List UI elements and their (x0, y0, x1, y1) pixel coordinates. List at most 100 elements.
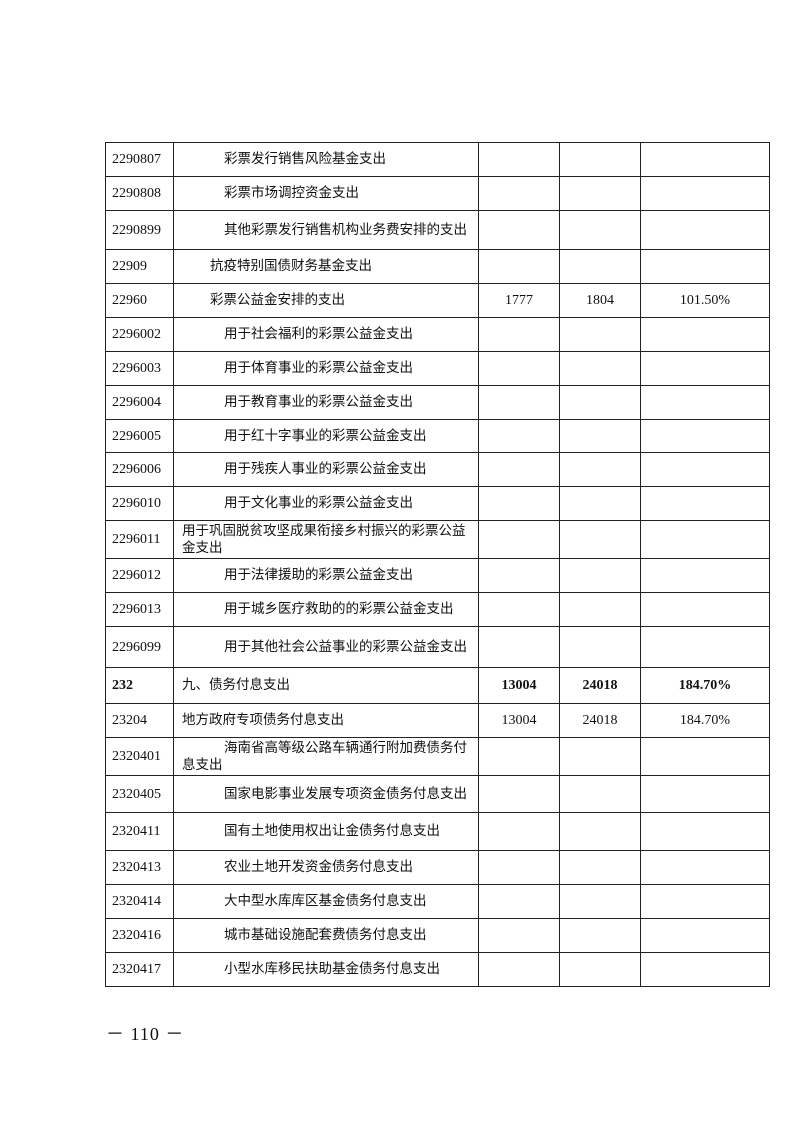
row-value-b (559, 918, 641, 953)
row-name: 海南省高等级公路车辆通行附加费债务付息支出 (173, 737, 479, 776)
row-value-a: 13004 (478, 667, 560, 704)
row-value-b: 24018 (559, 703, 641, 738)
row-code: 2296005 (105, 419, 174, 453)
row-percent (640, 952, 770, 987)
row-code: 2296011 (105, 520, 174, 559)
row-name: 彩票发行销售风险基金支出 (173, 142, 479, 177)
row-name: 国家电影事业发展专项资金债务付息支出 (173, 775, 479, 813)
row-value-b (559, 626, 641, 668)
row-name: 九、债务付息支出 (173, 667, 479, 704)
row-value-a (478, 775, 560, 813)
row-code: 2320411 (105, 812, 174, 851)
row-value-b (559, 850, 641, 885)
row-code: 2320414 (105, 884, 174, 919)
row-value-a (478, 626, 560, 668)
row-name: 抗疫特别国债财务基金支出 (173, 249, 479, 284)
row-value-a (478, 952, 560, 987)
row-percent (640, 520, 770, 559)
row-percent: 101.50% (640, 283, 770, 318)
row-code: 23204 (105, 703, 174, 738)
row-value-b (559, 142, 641, 177)
row-value-b (559, 249, 641, 284)
table-row: 2296006 用于残疾人事业的彩票公益金支出 (105, 452, 770, 487)
row-value-a (478, 918, 560, 953)
row-name: 用于教育事业的彩票公益金支出 (173, 385, 479, 420)
table-row: 22909 抗疫特别国债财务基金支出 (105, 249, 770, 284)
row-value-b (559, 176, 641, 211)
row-percent (640, 176, 770, 211)
row-name: 彩票市场调控资金支出 (173, 176, 479, 211)
row-value-a (478, 812, 560, 851)
budget-table: 2290807 彩票发行销售风险基金支出 2290808 彩票市场调控资金支出 2290… (105, 142, 770, 987)
row-code: 2320417 (105, 952, 174, 987)
row-percent (640, 249, 770, 284)
row-percent (640, 592, 770, 627)
row-value-b: 1804 (559, 283, 641, 318)
row-percent (640, 884, 770, 919)
table-row: 2320405 国家电影事业发展专项资金债务付息支出 (105, 775, 770, 813)
row-value-b (559, 419, 641, 453)
table-row: 2296010 用于文化事业的彩票公益金支出 (105, 486, 770, 521)
table-row: 23204 地方政府专项债务付息支出 13004 24018 184.70% (105, 703, 770, 738)
row-value-b (559, 452, 641, 487)
row-value-a (478, 884, 560, 919)
row-percent (640, 385, 770, 420)
table-row: 2290807 彩票发行销售风险基金支出 (105, 142, 770, 177)
row-code: 2320401 (105, 737, 174, 776)
table-row: 2296005 用于红十字事业的彩票公益金支出 (105, 419, 770, 453)
row-code: 2290899 (105, 210, 174, 250)
row-value-b (559, 812, 641, 851)
row-name: 其他彩票发行销售机构业务费安排的支出 (173, 210, 479, 250)
row-percent (640, 452, 770, 487)
row-percent (640, 558, 770, 593)
row-value-a (478, 142, 560, 177)
row-value-b (559, 385, 641, 420)
row-percent: 184.70% (640, 667, 770, 704)
row-percent (640, 142, 770, 177)
row-code: 232 (105, 667, 174, 704)
row-code: 2296010 (105, 486, 174, 521)
row-value-b (559, 351, 641, 386)
row-code: 2290808 (105, 176, 174, 211)
row-percent (640, 918, 770, 953)
row-value-b (559, 210, 641, 250)
row-percent (640, 775, 770, 813)
page-number: － 110 － (106, 1024, 185, 1044)
table-row: 2320411 国有土地使用权出让金债务付息支出 (105, 812, 770, 851)
row-code: 2296006 (105, 452, 174, 487)
row-value-a (478, 520, 560, 559)
row-value-a (478, 385, 560, 420)
row-value-a (478, 558, 560, 593)
row-percent (640, 351, 770, 386)
row-name: 大中型水库库区基金债务付息支出 (173, 884, 479, 919)
row-value-a (478, 452, 560, 487)
row-code: 2296099 (105, 626, 174, 668)
row-name: 用于城乡医疗救助的的彩票公益金支出 (173, 592, 479, 627)
row-value-a (478, 419, 560, 453)
row-code: 2296012 (105, 558, 174, 593)
row-percent (640, 317, 770, 352)
table-row: 2296011 用于巩固脱贫攻坚成果衔接乡村振兴的彩票公益金支出 (105, 520, 770, 559)
row-value-a (478, 850, 560, 885)
table-row: 2320417 小型水库移民扶助基金债务付息支出 (105, 952, 770, 987)
row-name: 用于残疾人事业的彩票公益金支出 (173, 452, 479, 487)
row-name: 地方政府专项债务付息支出 (173, 703, 479, 738)
row-name: 用于法律援助的彩票公益金支出 (173, 558, 479, 593)
row-name: 彩票公益金安排的支出 (173, 283, 479, 318)
row-value-a (478, 351, 560, 386)
row-name: 用于社会福利的彩票公益金支出 (173, 317, 479, 352)
table-row: 2320401 海南省高等级公路车辆通行附加费债务付息支出 (105, 737, 770, 776)
row-value-a (478, 486, 560, 521)
row-percent (640, 626, 770, 668)
table-row: 2320416 城市基础设施配套费债务付息支出 (105, 918, 770, 953)
row-value-a (478, 737, 560, 776)
row-code: 2296004 (105, 385, 174, 420)
row-code: 22909 (105, 249, 174, 284)
row-code: 2290807 (105, 142, 174, 177)
row-value-b (559, 952, 641, 987)
row-value-a: 1777 (478, 283, 560, 318)
row-name: 用于红十字事业的彩票公益金支出 (173, 419, 479, 453)
row-percent (640, 486, 770, 521)
row-value-b (559, 520, 641, 559)
row-percent (640, 850, 770, 885)
